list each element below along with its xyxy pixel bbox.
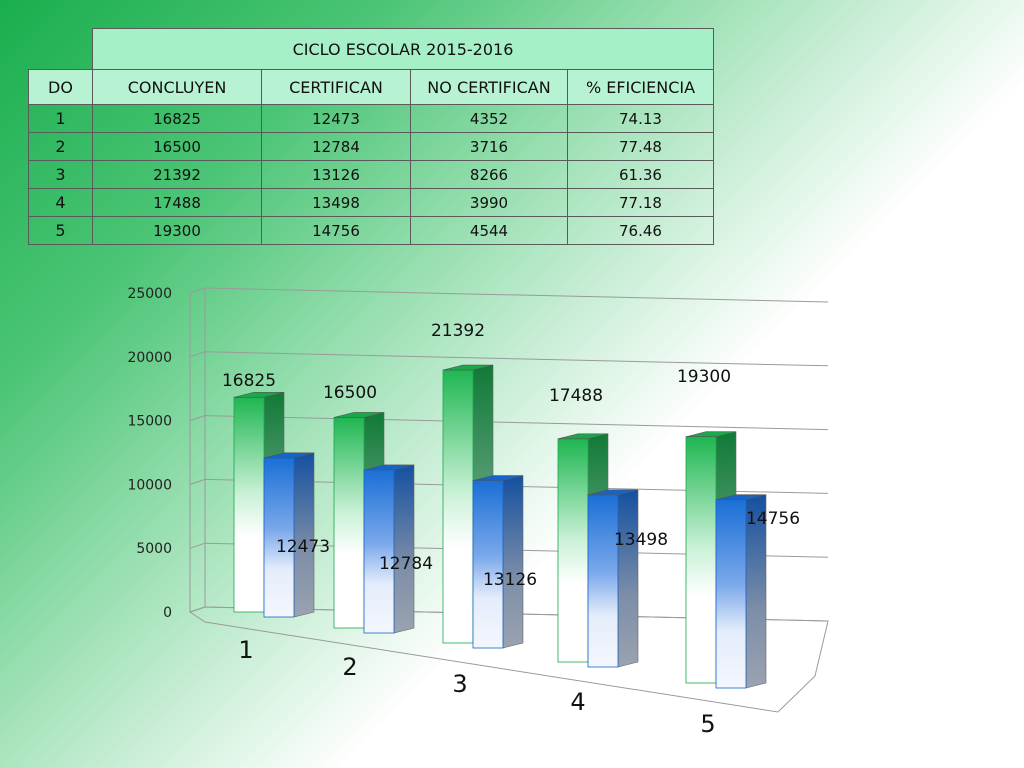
- data-label-series2: 14756: [746, 509, 800, 529]
- bar-series1-top: [333, 412, 385, 418]
- cell-concluyen: 21392: [92, 160, 262, 189]
- bar-series2-top: [472, 475, 524, 481]
- bar-series2: [472, 480, 504, 649]
- x-category-label: 4: [570, 688, 585, 716]
- gridline-side: [189, 287, 206, 294]
- bar-series1: [557, 438, 589, 663]
- cell-no-certifican: 8266: [410, 160, 568, 189]
- bar-series2: [363, 469, 395, 634]
- gridline: [204, 287, 829, 303]
- x-category-label: 5: [700, 710, 715, 738]
- cell-eficiencia: 74.13: [567, 104, 714, 133]
- data-label-series1: 16825: [222, 371, 276, 391]
- gridline-side: [189, 542, 206, 549]
- bar-series2-top: [363, 464, 415, 471]
- cell-no-certifican: 3990: [410, 188, 568, 217]
- table-title: CICLO ESCOLAR 2015-2016: [92, 28, 714, 70]
- x-category-label: 2: [342, 653, 357, 681]
- chart-floor: [188, 606, 829, 713]
- bar-series2: [715, 499, 747, 689]
- data-label-series2: 12784: [379, 554, 433, 574]
- x-category-label: 1: [238, 636, 253, 664]
- cell-concluyen: 17488: [92, 188, 262, 217]
- y-tick-label: 15000: [127, 414, 172, 430]
- cell-certifican: 12784: [261, 132, 411, 161]
- header-no-certifican: NO CERTIFICAN: [410, 69, 568, 105]
- cell-no-certifican: 4544: [410, 216, 568, 245]
- bar-series1: [442, 369, 474, 644]
- stats-table: CICLO ESCOLAR 2015-2016 DO CONCLUYEN CER…: [28, 28, 714, 245]
- bar-series2: [263, 457, 295, 618]
- data-label-series2: 12473: [276, 537, 330, 557]
- table-header-row: DO CONCLUYEN CERTIFICAN NO CERTIFICAN % …: [28, 69, 714, 105]
- gridline-side: [189, 351, 206, 358]
- table-row: 5 19300 14756 4544 76.46: [28, 216, 714, 245]
- cell-eficiencia: 76.46: [567, 216, 714, 245]
- table-title-row: CICLO ESCOLAR 2015-2016: [29, 28, 714, 70]
- bar-series2-top: [715, 494, 767, 501]
- data-label-series1: 19300: [677, 367, 731, 387]
- cell-no-certifican: 4352: [410, 104, 568, 133]
- y-tick-label: 25000: [127, 286, 172, 302]
- data-label-series1: 21392: [431, 321, 485, 341]
- bar-series1: [233, 396, 265, 613]
- bar-series2-top: [263, 452, 315, 459]
- bar-series1: [685, 436, 717, 684]
- gridline-side: [189, 478, 206, 485]
- bar-series1-top: [685, 431, 737, 438]
- bar-series1: [333, 417, 365, 629]
- cell-concluyen: 19300: [92, 216, 262, 245]
- y-tick-label: 0: [163, 605, 172, 621]
- bar-series2-side: [293, 452, 315, 618]
- cell-eficiencia: 77.48: [567, 132, 714, 161]
- gridline: [204, 351, 829, 367]
- table-row: 3 21392 13126 8266 61.36: [28, 160, 714, 189]
- y-tick-label: 5000: [136, 541, 172, 557]
- bar-series2-side: [502, 475, 524, 649]
- header-eficiencia: % EFICIENCIA: [567, 69, 714, 105]
- data-label-series2: 13126: [483, 570, 537, 590]
- cell-certifican: 14756: [261, 216, 411, 245]
- bar-series2-side: [617, 489, 639, 668]
- y-tick-label: 20000: [127, 350, 172, 366]
- data-label-series1: 17488: [549, 386, 603, 406]
- gridline-side: [189, 415, 206, 422]
- gridline: [204, 415, 829, 431]
- table-row: 1 16825 12473 4352 74.13: [28, 104, 714, 133]
- data-label-series1: 16500: [323, 383, 377, 403]
- header-certifican: CERTIFICAN: [261, 69, 411, 105]
- cell-eficiencia: 77.18: [567, 188, 714, 217]
- data-label-series2: 13498: [614, 530, 668, 550]
- row-index: 1: [28, 104, 93, 133]
- cell-certifican: 13126: [261, 160, 411, 189]
- y-tick-label: 10000: [127, 477, 172, 493]
- bar-series2-side: [393, 464, 415, 634]
- bar-series2-top: [587, 489, 639, 496]
- bar-series1-top: [557, 433, 609, 440]
- x-category-label: 3: [452, 670, 467, 698]
- bar-series1-top: [233, 392, 285, 398]
- bar-series1-top: [442, 364, 494, 371]
- bar-series2: [587, 494, 619, 668]
